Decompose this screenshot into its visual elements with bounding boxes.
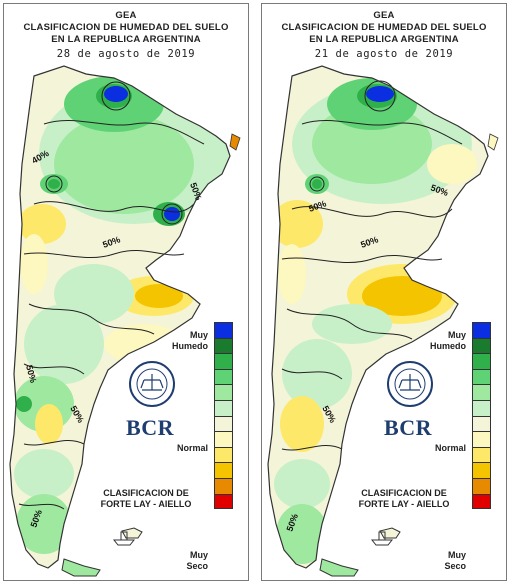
map-panel-right: 50% 50% 50% 50% 50% GEA CLASIFICACION DE… <box>261 3 507 581</box>
legend-swatch <box>214 337 233 354</box>
classification-credit: CLASIFICACION DE FORTE LAY - AIELLO <box>358 488 450 509</box>
map-title-line2: EN LA REPUBLICA ARGENTINA <box>51 34 201 45</box>
contour-label: 50% <box>24 364 38 384</box>
ship-icon <box>370 531 394 546</box>
ship-icon <box>112 531 136 546</box>
legend-swatch <box>472 431 491 447</box>
islas-malvinas <box>379 527 401 539</box>
legend-normal-label: Normal <box>434 443 466 453</box>
legend-swatch <box>472 493 491 510</box>
tierra-del-fuego <box>61 558 101 577</box>
legend-dry-label: Muy Seco <box>444 550 466 571</box>
tierra-del-fuego <box>319 558 359 577</box>
bcr-seal-icon <box>387 361 433 407</box>
legend-swatch <box>472 353 491 369</box>
legend-swatch <box>214 462 233 478</box>
legend-swatch <box>472 415 491 432</box>
soil-moisture-map-right: 50% 50% 50% 50% 50% <box>267 65 499 577</box>
legend-swatch <box>214 415 233 432</box>
legend-humid-label: Muy Humedo <box>172 330 208 351</box>
bcr-logo-text: BCR <box>384 415 432 440</box>
bcr-seal-icon <box>129 361 175 407</box>
map-panel-left: 40% 50% 50% 50% 50% 50% GEA CLASIFICACIO… <box>3 3 249 581</box>
legend-swatch <box>472 384 491 400</box>
legend-swatch <box>214 368 233 385</box>
bcr-logo-text: BCR <box>126 415 174 440</box>
legend-swatch <box>472 368 491 385</box>
legend-swatch <box>214 446 233 463</box>
misiones-dry-spot <box>229 133 241 151</box>
map-date: 28 de agosto de 2019 <box>56 48 196 60</box>
legend-humid-label: Muy Humedo <box>430 330 466 351</box>
legend-swatch <box>214 353 233 369</box>
legend-dry-label: Muy Seco <box>186 550 208 571</box>
legend-scale <box>472 322 492 510</box>
legend-swatch <box>472 322 491 338</box>
legend-swatch <box>214 384 233 400</box>
legend-swatch <box>214 477 233 494</box>
legend-swatch <box>214 399 233 416</box>
legend-swatch <box>214 322 233 338</box>
legend-swatch <box>472 337 491 354</box>
legend-normal-label: Normal <box>176 443 208 453</box>
legend-swatch <box>472 446 491 463</box>
legend-swatch <box>472 399 491 416</box>
legend-swatch <box>472 462 491 478</box>
moisture-zones <box>14 76 229 554</box>
org-name: GEA <box>373 10 395 21</box>
misiones-spot <box>487 133 499 151</box>
map-title-line2: EN LA REPUBLICA ARGENTINA <box>309 34 459 45</box>
islas-malvinas <box>121 527 143 539</box>
map-title-line1: CLASIFICACION DE HUMEDAD DEL SUELO <box>23 22 229 33</box>
legend-swatch <box>214 493 233 510</box>
org-name: GEA <box>115 10 137 21</box>
map-date: 21 de agosto de 2019 <box>314 48 454 60</box>
legend-swatch <box>214 431 233 447</box>
map-title-line1: CLASIFICACION DE HUMEDAD DEL SUELO <box>281 22 487 33</box>
legend-swatch <box>472 477 491 494</box>
soil-moisture-map-left: 40% 50% 50% 50% 50% 50% <box>9 65 241 577</box>
classification-credit: CLASIFICACION DE FORTE LAY - AIELLO <box>100 488 192 509</box>
moisture-zones <box>271 78 477 564</box>
legend-scale <box>214 322 234 510</box>
